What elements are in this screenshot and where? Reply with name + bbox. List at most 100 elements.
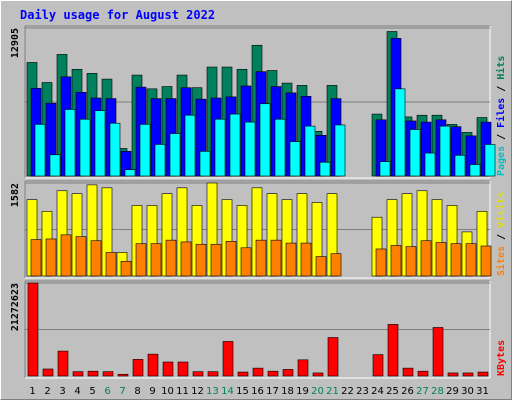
x-tick-label: 19 — [296, 386, 309, 397]
bar-kbytes-day-3 — [57, 350, 69, 377]
x-tick-label: 25 — [386, 386, 399, 397]
bar-pages-day-8 — [139, 124, 151, 177]
chart-title: Daily usage for August 2022 — [20, 8, 215, 22]
kbytes-panel: 21272623 KBytes — [10, 280, 507, 379]
bar-pages-day-24 — [379, 161, 391, 177]
bar-pages-day-3 — [64, 109, 76, 177]
x-tick-label: 5 — [89, 386, 95, 397]
x-tick-label: 31 — [476, 386, 489, 397]
bar-kbytes-day-29 — [447, 372, 459, 377]
hits-files-pages-panel: 12905 Pages / Files / Hits — [10, 25, 507, 179]
bar-sites-day-4 — [75, 236, 87, 277]
bar-pages-day-28 — [439, 125, 451, 177]
legend-visits: Visits — [495, 192, 507, 228]
bar-sites-day-11 — [180, 241, 192, 277]
bar-sites-day-30 — [465, 243, 477, 277]
bar-kbytes-day-1 — [27, 282, 39, 377]
x-tick-label: 7 — [119, 386, 125, 397]
bar-kbytes-day-5 — [87, 370, 99, 377]
bar-pages-day-2 — [49, 154, 61, 177]
bar-kbytes-day-16 — [252, 367, 264, 377]
bar-pages-day-7 — [124, 169, 136, 177]
bar-pages-day-16 — [259, 103, 271, 177]
x-tick-label: 16 — [251, 386, 264, 397]
bar-kbytes-day-9 — [147, 353, 159, 377]
bar-pages-day-11 — [184, 114, 196, 177]
bar-pages-day-18 — [289, 141, 301, 177]
bar-pages-day-27 — [424, 152, 436, 177]
bar-kbytes-day-28 — [432, 327, 444, 377]
bar-sites-day-25 — [390, 245, 402, 277]
x-tick-label: 3 — [59, 386, 65, 397]
bar-pages-day-17 — [274, 118, 286, 177]
x-tick-label: 13 — [206, 386, 219, 397]
x-tick-label: 20 — [311, 386, 324, 397]
bar-kbytes-day-24 — [372, 354, 384, 377]
bar-pages-day-15 — [244, 121, 256, 177]
bar-sites-day-10 — [165, 239, 177, 277]
x-tick-label: 22 — [341, 386, 354, 397]
bar-kbytes-day-25 — [387, 324, 399, 377]
bar-sites-day-3 — [60, 234, 72, 277]
bar-kbytes-day-18 — [282, 369, 294, 377]
bar-kbytes-day-21 — [327, 337, 339, 377]
bar-kbytes-day-10 — [162, 361, 174, 377]
bar-sites-day-12 — [195, 243, 207, 277]
bar-sites-day-17 — [270, 239, 282, 277]
legend-files: Files — [495, 98, 507, 128]
bar-pages-day-4 — [79, 118, 91, 177]
bar-kbytes-day-4 — [72, 371, 84, 377]
bar-pages-day-25 — [394, 88, 406, 177]
bar-kbytes-day-31 — [477, 371, 489, 377]
x-tick-label: 21 — [326, 386, 339, 397]
bar-kbytes-day-14 — [222, 341, 234, 377]
bar-kbytes-day-2 — [42, 368, 54, 377]
bar-sites-day-19 — [300, 242, 312, 277]
x-tick-label: 26 — [401, 386, 414, 397]
legend-separator: / — [496, 80, 507, 98]
bar-sites-day-16 — [255, 239, 267, 277]
x-tick-label: 8 — [134, 386, 140, 397]
bar-sites-day-2 — [45, 238, 57, 277]
x-tick-label: 12 — [191, 386, 204, 397]
bar-sites-day-14 — [225, 241, 237, 277]
x-tick-label: 24 — [371, 386, 384, 397]
bar-pages-day-9 — [154, 144, 166, 177]
bar-pages-day-1 — [34, 124, 46, 177]
bar-pages-day-21 — [334, 124, 346, 177]
bar-pages-day-6 — [109, 122, 121, 177]
legend-sites: Sites — [495, 246, 507, 276]
bar-kbytes-day-15 — [237, 371, 249, 377]
x-tick-label: 23 — [356, 386, 369, 397]
max-value-label: 12905 — [10, 28, 21, 58]
bar-sites-day-28 — [435, 242, 447, 277]
bar-kbytes-day-19 — [297, 359, 309, 377]
x-tick-label: 6 — [104, 386, 110, 397]
bar-kbytes-day-12 — [192, 371, 204, 377]
x-tick-label: 4 — [74, 386, 80, 397]
bar-sites-day-1 — [30, 239, 42, 277]
bar-kbytes-day-20 — [312, 372, 324, 377]
bar-sites-day-20 — [315, 256, 327, 277]
x-tick-label: 1 — [29, 386, 35, 397]
x-tick-label: 15 — [236, 386, 249, 397]
bar-sites-day-21 — [330, 253, 342, 277]
x-tick-label: 10 — [161, 386, 174, 397]
bar-pages-day-19 — [304, 125, 316, 177]
bar-kbytes-day-26 — [402, 367, 414, 377]
side-legend: Pages / Files / Hits — [495, 56, 507, 176]
bar-kbytes-day-27 — [417, 370, 429, 377]
bar-kbytes-day-13 — [207, 371, 219, 377]
x-tick-label: 17 — [266, 386, 279, 397]
bar-pages-day-5 — [94, 110, 106, 177]
bar-sites-day-9 — [150, 243, 162, 277]
x-tick-label: 27 — [416, 386, 429, 397]
bar-sites-day-8 — [135, 243, 147, 277]
bar-sites-day-6 — [105, 252, 117, 277]
legend-separator: / — [496, 228, 507, 246]
bar-kbytes-day-8 — [132, 359, 144, 377]
bar-sites-day-31 — [480, 245, 492, 277]
bar-kbytes-day-7 — [117, 373, 129, 377]
bar-pages-day-31 — [484, 144, 496, 177]
